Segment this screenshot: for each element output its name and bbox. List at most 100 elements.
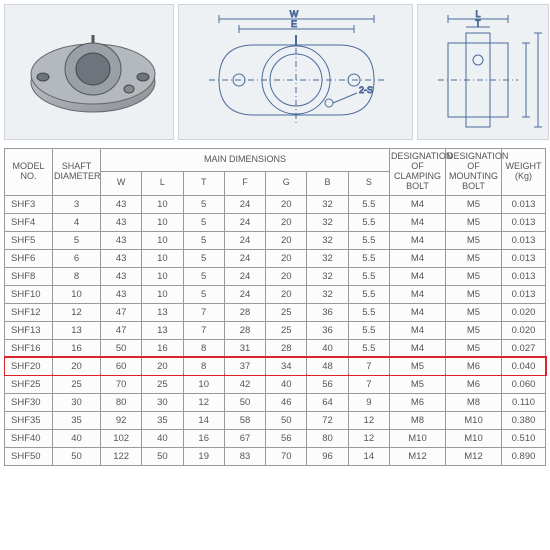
S-cell: 9 <box>348 393 389 411</box>
weight-cell: 0.040 <box>502 357 546 375</box>
L-cell: 40 <box>142 429 183 447</box>
W-cell: 43 <box>101 267 142 285</box>
W-cell: 70 <box>101 375 142 393</box>
F-cell: 83 <box>224 447 265 465</box>
G-cell: 34 <box>266 357 307 375</box>
th-T: T <box>183 172 224 195</box>
B-cell: 36 <box>307 303 348 321</box>
G-cell: 56 <box>266 429 307 447</box>
table-head: MODEL NO. SHAFT DIAMETER MAIN DIMENSIONS… <box>5 149 546 196</box>
S-cell: 12 <box>348 429 389 447</box>
clamp-cell: M4 <box>390 321 446 339</box>
F-cell: 24 <box>224 213 265 231</box>
F-cell: 24 <box>224 195 265 213</box>
L-cell: 10 <box>142 195 183 213</box>
mount-cell: M5 <box>446 213 502 231</box>
G-cell: 20 <box>266 231 307 249</box>
W-cell: 60 <box>101 357 142 375</box>
mount-cell: M5 <box>446 339 502 357</box>
W-cell: 102 <box>101 429 142 447</box>
F-cell: 28 <box>224 321 265 339</box>
clamp-cell: M12 <box>390 447 446 465</box>
S-cell: 7 <box>348 357 389 375</box>
F-cell: 37 <box>224 357 265 375</box>
B-cell: 32 <box>307 249 348 267</box>
F-cell: 58 <box>224 411 265 429</box>
T-cell: 5 <box>183 249 224 267</box>
clamp-cell: M4 <box>390 213 446 231</box>
weight-cell: 0.020 <box>502 303 546 321</box>
note-2s: 2-S <box>359 85 373 95</box>
T-cell: 8 <box>183 339 224 357</box>
weight-cell: 0.013 <box>502 267 546 285</box>
B-cell: 32 <box>307 267 348 285</box>
weight-cell: 0.020 <box>502 321 546 339</box>
T-cell: 7 <box>183 321 224 339</box>
shaft-cell: 8 <box>53 267 101 285</box>
L-cell: 50 <box>142 447 183 465</box>
shaft-cell: 25 <box>53 375 101 393</box>
table-row: SHF66431052420325.5M4M50.013 <box>5 249 546 267</box>
table-row: SHF44431052420325.5M4M50.013 <box>5 213 546 231</box>
W-cell: 43 <box>101 213 142 231</box>
mount-cell: M5 <box>446 249 502 267</box>
G-cell: 28 <box>266 339 307 357</box>
G-cell: 20 <box>266 267 307 285</box>
L-cell: 10 <box>142 267 183 285</box>
shaft-cell: 16 <box>53 339 101 357</box>
mount-cell: M5 <box>446 231 502 249</box>
F-cell: 42 <box>224 375 265 393</box>
G-cell: 25 <box>266 321 307 339</box>
B-cell: 80 <box>307 429 348 447</box>
G-cell: 40 <box>266 375 307 393</box>
shaft-cell: 30 <box>53 393 101 411</box>
diagram-side: L T <box>417 4 549 140</box>
mount-cell: M5 <box>446 267 502 285</box>
table-row: SHF1010431052420325.5M4M50.013 <box>5 285 546 303</box>
table-row: SHF1616501683128405.5M4M50.027 <box>5 339 546 357</box>
B-cell: 32 <box>307 213 348 231</box>
diagram-row: W E 2-S L <box>4 4 546 140</box>
th-weight: WEIGHT (Kg) <box>502 149 546 196</box>
shaft-cell: 35 <box>53 411 101 429</box>
B-cell: 72 <box>307 411 348 429</box>
weight-cell: 0.890 <box>502 447 546 465</box>
L-cell: 16 <box>142 339 183 357</box>
mount-cell: M5 <box>446 303 502 321</box>
th-W: W <box>101 172 142 195</box>
T-cell: 5 <box>183 213 224 231</box>
clamp-cell: M4 <box>390 231 446 249</box>
model-cell: SHF8 <box>5 267 53 285</box>
dim-l-label: L <box>475 9 480 19</box>
S-cell: 5.5 <box>348 321 389 339</box>
table-row: SHF353592351458507212M8M100.380 <box>5 411 546 429</box>
shaft-cell: 5 <box>53 231 101 249</box>
clamp-cell: M4 <box>390 303 446 321</box>
weight-cell: 0.110 <box>502 393 546 411</box>
L-cell: 10 <box>142 285 183 303</box>
T-cell: 19 <box>183 447 224 465</box>
clamp-cell: M4 <box>390 195 446 213</box>
L-cell: 25 <box>142 375 183 393</box>
shaft-cell: 6 <box>53 249 101 267</box>
th-clamp: DESIGNATION OF CLAMPING BOLT <box>390 149 446 196</box>
dim-e-label: E <box>291 19 297 29</box>
table-row: SHF4040102401667568012M10M100.510 <box>5 429 546 447</box>
th-S: S <box>348 172 389 195</box>
model-cell: SHF6 <box>5 249 53 267</box>
model-cell: SHF30 <box>5 393 53 411</box>
B-cell: 96 <box>307 447 348 465</box>
th-mount: DESIGNATION OF MOUNTING BOLT <box>446 149 502 196</box>
L-cell: 10 <box>142 249 183 267</box>
clamp-cell: M10 <box>390 429 446 447</box>
th-B: B <box>307 172 348 195</box>
S-cell: 5.5 <box>348 339 389 357</box>
clamp-cell: M4 <box>390 267 446 285</box>
table-row: SHF2020602083734487M5M60.040 <box>5 357 546 375</box>
B-cell: 40 <box>307 339 348 357</box>
W-cell: 47 <box>101 303 142 321</box>
S-cell: 12 <box>348 411 389 429</box>
shaft-cell: 50 <box>53 447 101 465</box>
B-cell: 32 <box>307 195 348 213</box>
S-cell: 5.5 <box>348 285 389 303</box>
